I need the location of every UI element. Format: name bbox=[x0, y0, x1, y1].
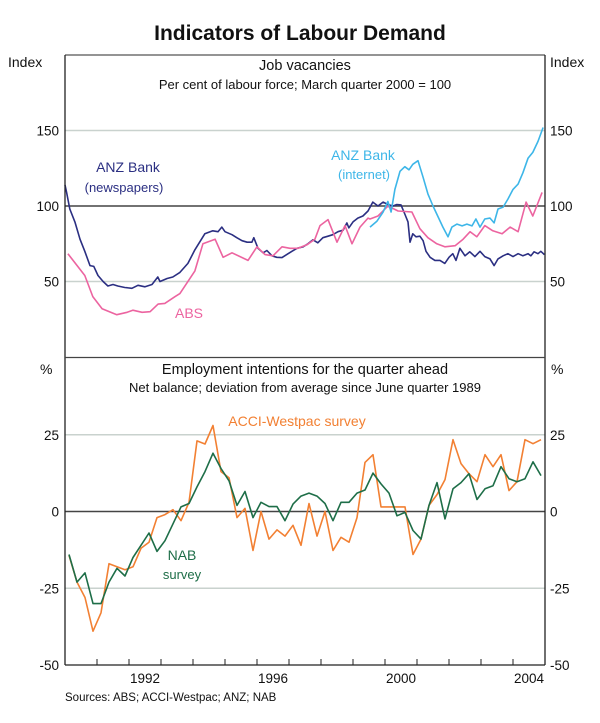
y-tick-label-right: 0 bbox=[550, 505, 558, 520]
y-tick-label-right: -25 bbox=[550, 581, 570, 596]
bottom-panel-subtitle: Net balance; deviation from average sinc… bbox=[129, 380, 481, 395]
abs-label: ABS bbox=[175, 305, 203, 321]
top-panel-subtitle: Per cent of labour force; March quarter … bbox=[159, 77, 451, 92]
bottom-left-unit: % bbox=[40, 361, 52, 377]
y-tick-label-left: 50 bbox=[44, 275, 59, 290]
nab-label-line1: NAB bbox=[168, 547, 197, 563]
bottom-right-unit: % bbox=[551, 361, 563, 377]
series-line-acci-westpac-survey bbox=[68, 424, 542, 632]
y-tick-label-left: 0 bbox=[51, 505, 59, 520]
x-tick-label: 2004 bbox=[514, 671, 545, 686]
x-tick-label: 2000 bbox=[386, 671, 416, 686]
series-line-anz-bank-newspapers bbox=[64, 184, 545, 290]
y-tick-label-right: 50 bbox=[550, 275, 565, 290]
series-line-anz-bank-internet bbox=[369, 127, 544, 238]
anz-internet-label-line1: ANZ Bank bbox=[331, 147, 396, 163]
source-note: Sources: ABS; ACCI-Westpac; ANZ; NAB bbox=[65, 692, 277, 704]
y-tick-label-left: -50 bbox=[39, 658, 59, 673]
series-line-nab-survey bbox=[68, 452, 542, 605]
y-tick-label-left: 100 bbox=[36, 199, 59, 214]
y-tick-label-right: 150 bbox=[550, 124, 573, 139]
anz-internet-label-line2: (internet) bbox=[338, 167, 390, 182]
top-panel-title: Job vacancies bbox=[259, 58, 351, 74]
y-tick-label-left: -25 bbox=[39, 581, 59, 596]
acci-westpac-label: ACCI-Westpac survey bbox=[228, 413, 365, 429]
anz-newspapers-label-line1: ANZ Bank bbox=[96, 159, 161, 175]
y-tick-label-left: 25 bbox=[44, 428, 59, 443]
y-tick-label-right: 25 bbox=[550, 428, 565, 443]
x-tick-label: 1992 bbox=[130, 671, 160, 686]
top-right-unit: Index bbox=[550, 54, 584, 70]
chart-title: Indicators of Labour Demand bbox=[154, 22, 446, 45]
top-left-unit: Index bbox=[8, 54, 42, 70]
anz-newspapers-label-line2: (newspapers) bbox=[85, 180, 164, 195]
bottom-panel-title: Employment intentions for the quarter ah… bbox=[162, 362, 448, 378]
y-tick-label-right: 100 bbox=[550, 199, 573, 214]
series-line-abs bbox=[67, 192, 543, 316]
nab-label-line2: survey bbox=[163, 567, 202, 582]
x-tick-label: 1996 bbox=[258, 671, 288, 686]
y-tick-label-left: 150 bbox=[36, 124, 59, 139]
y-tick-label-right: -50 bbox=[550, 658, 570, 673]
